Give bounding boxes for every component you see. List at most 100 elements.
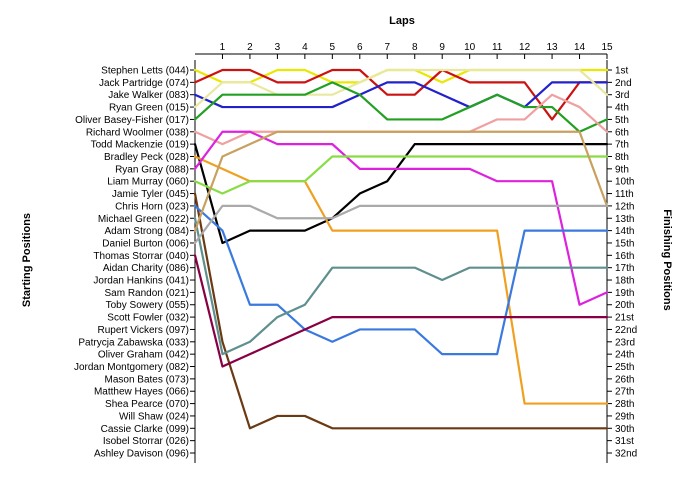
start-label: Stephen Letts (044) <box>101 66 189 77</box>
series-line-16 <box>193 254 609 368</box>
finish-label: 12th <box>615 201 634 212</box>
finish-label: 7th <box>615 140 629 151</box>
finish-label: 10th <box>615 177 634 188</box>
start-label: Toby Sowery (055) <box>106 300 189 311</box>
finish-label: 28th <box>615 399 634 410</box>
y-axis-title-left: Starting Positions <box>21 213 33 307</box>
finish-label: 29th <box>615 411 634 422</box>
start-label: Ryan Green (015) <box>109 103 189 114</box>
start-label: Sam Randon (021) <box>105 288 190 299</box>
start-label: Liam Murray (060) <box>107 177 189 188</box>
x-tick-label: 15 <box>601 42 613 53</box>
start-label: Jordan Montgomery (082) <box>74 362 189 373</box>
x-tick-label: 6 <box>357 42 363 53</box>
x-tick-label: 14 <box>574 42 586 53</box>
x-tick-label: 10 <box>464 42 476 53</box>
start-label: Patrycja Zabawska (033) <box>78 337 189 348</box>
finish-label: 4th <box>615 103 629 114</box>
finish-label: 11th <box>615 189 634 200</box>
start-label: Jordan Hankins (041) <box>93 276 189 287</box>
series-line-10 <box>193 155 609 195</box>
start-label: Daniel Burton (006) <box>102 238 189 249</box>
start-label: Mason Bates (073) <box>105 374 190 385</box>
finish-label: 6th <box>615 127 629 138</box>
finish-label: 17th <box>615 263 634 274</box>
finish-label: 9th <box>615 164 629 175</box>
start-label: Shea Pearce (070) <box>105 399 189 410</box>
labels-layer: Stephen Letts (044)Jack Partridge (074)J… <box>74 66 637 460</box>
finish-label: 30th <box>615 424 634 435</box>
start-label: Jack Partridge (074) <box>99 78 189 89</box>
series-line-11 <box>193 192 609 430</box>
finish-label: 8th <box>615 152 629 163</box>
series-line-8 <box>193 155 609 405</box>
finish-label: 21st <box>615 313 634 324</box>
start-label: Richard Woolmer (038) <box>86 127 189 138</box>
finish-label: 20th <box>615 300 634 311</box>
series-line-3 <box>193 81 609 109</box>
series-line-14 <box>193 130 609 232</box>
start-label: Adam Strong (084) <box>105 226 190 237</box>
x-tick-label: 2 <box>247 42 253 53</box>
series-line-13 <box>193 217 609 356</box>
x-axis-title: Laps <box>389 15 415 27</box>
x-tick-label: 12 <box>519 42 531 53</box>
finish-label: 16th <box>615 251 634 262</box>
series-line-9 <box>193 130 609 306</box>
finish-label: 3rd <box>615 90 629 101</box>
start-label: Todd Mackenzie (019) <box>91 140 189 151</box>
finish-label: 32nd <box>615 449 637 460</box>
finish-label: 1st <box>615 66 629 77</box>
finish-label: 22nd <box>615 325 637 336</box>
start-label: Jake Walker (083) <box>108 90 189 101</box>
start-label: Ryan Gray (088) <box>115 164 189 175</box>
x-tick-label: 1 <box>220 42 226 53</box>
finish-label: 24th <box>615 350 634 361</box>
series-line-2 <box>193 68 609 121</box>
finish-label: 26th <box>615 374 634 385</box>
start-label: Chris Horn (023) <box>115 201 189 212</box>
start-label: Jamie Tyler (045) <box>112 189 189 200</box>
start-label: Scott Fowler (032) <box>107 313 189 324</box>
axes: 1 2 3 4 5 6 7 8 9 10 11 12 13 14 15 <box>190 42 613 463</box>
start-label: Oliver Graham (042) <box>98 350 189 361</box>
y-axis-title-right: Finishing Positions <box>661 209 673 310</box>
start-label: Will Shaw (024) <box>119 411 189 422</box>
finish-label: 15th <box>615 238 634 249</box>
finish-label: 23rd <box>615 337 635 348</box>
x-tick-label: 5 <box>330 42 336 53</box>
finish-label: 27th <box>615 387 634 398</box>
series-line-7 <box>193 143 609 245</box>
start-label: Bradley Peck (028) <box>104 152 189 163</box>
finish-label: 19th <box>615 288 634 299</box>
x-tick-label: 9 <box>439 42 445 53</box>
series-layer <box>193 68 609 430</box>
finish-label: 5th <box>615 115 629 126</box>
x-tick-label: 13 <box>547 42 559 53</box>
x-tick-label: 7 <box>384 42 390 53</box>
start-label: Ashley Davison (096) <box>94 449 189 460</box>
start-label: Michael Green (022) <box>98 214 189 225</box>
finish-label: 13th <box>615 214 634 225</box>
finish-label: 14th <box>615 226 634 237</box>
finish-label: 25th <box>615 362 634 373</box>
x-tick-label: 11 <box>492 42 503 53</box>
start-label: Matthew Hayes (066) <box>94 387 189 398</box>
start-label: Oliver Basey-Fisher (017) <box>75 115 189 126</box>
x-tick-label: 3 <box>275 42 281 53</box>
start-label: Aidan Charity (086) <box>103 263 189 274</box>
series-line-15 <box>193 204 609 245</box>
start-label: Cassie Clarke (099) <box>101 424 189 435</box>
series-line-12 <box>193 204 609 356</box>
finish-label: 31st <box>615 436 634 447</box>
finish-label: 18th <box>615 276 634 287</box>
start-label: Thomas Storrar (040) <box>93 251 189 262</box>
start-label: Isobel Storrar (026) <box>103 436 189 447</box>
finish-label: 2nd <box>615 78 632 89</box>
start-label: Rupert Vickers (097) <box>97 325 189 336</box>
x-tick-label: 4 <box>302 42 308 53</box>
x-tick-label: 8 <box>412 42 418 53</box>
series-line-1 <box>193 68 609 84</box>
